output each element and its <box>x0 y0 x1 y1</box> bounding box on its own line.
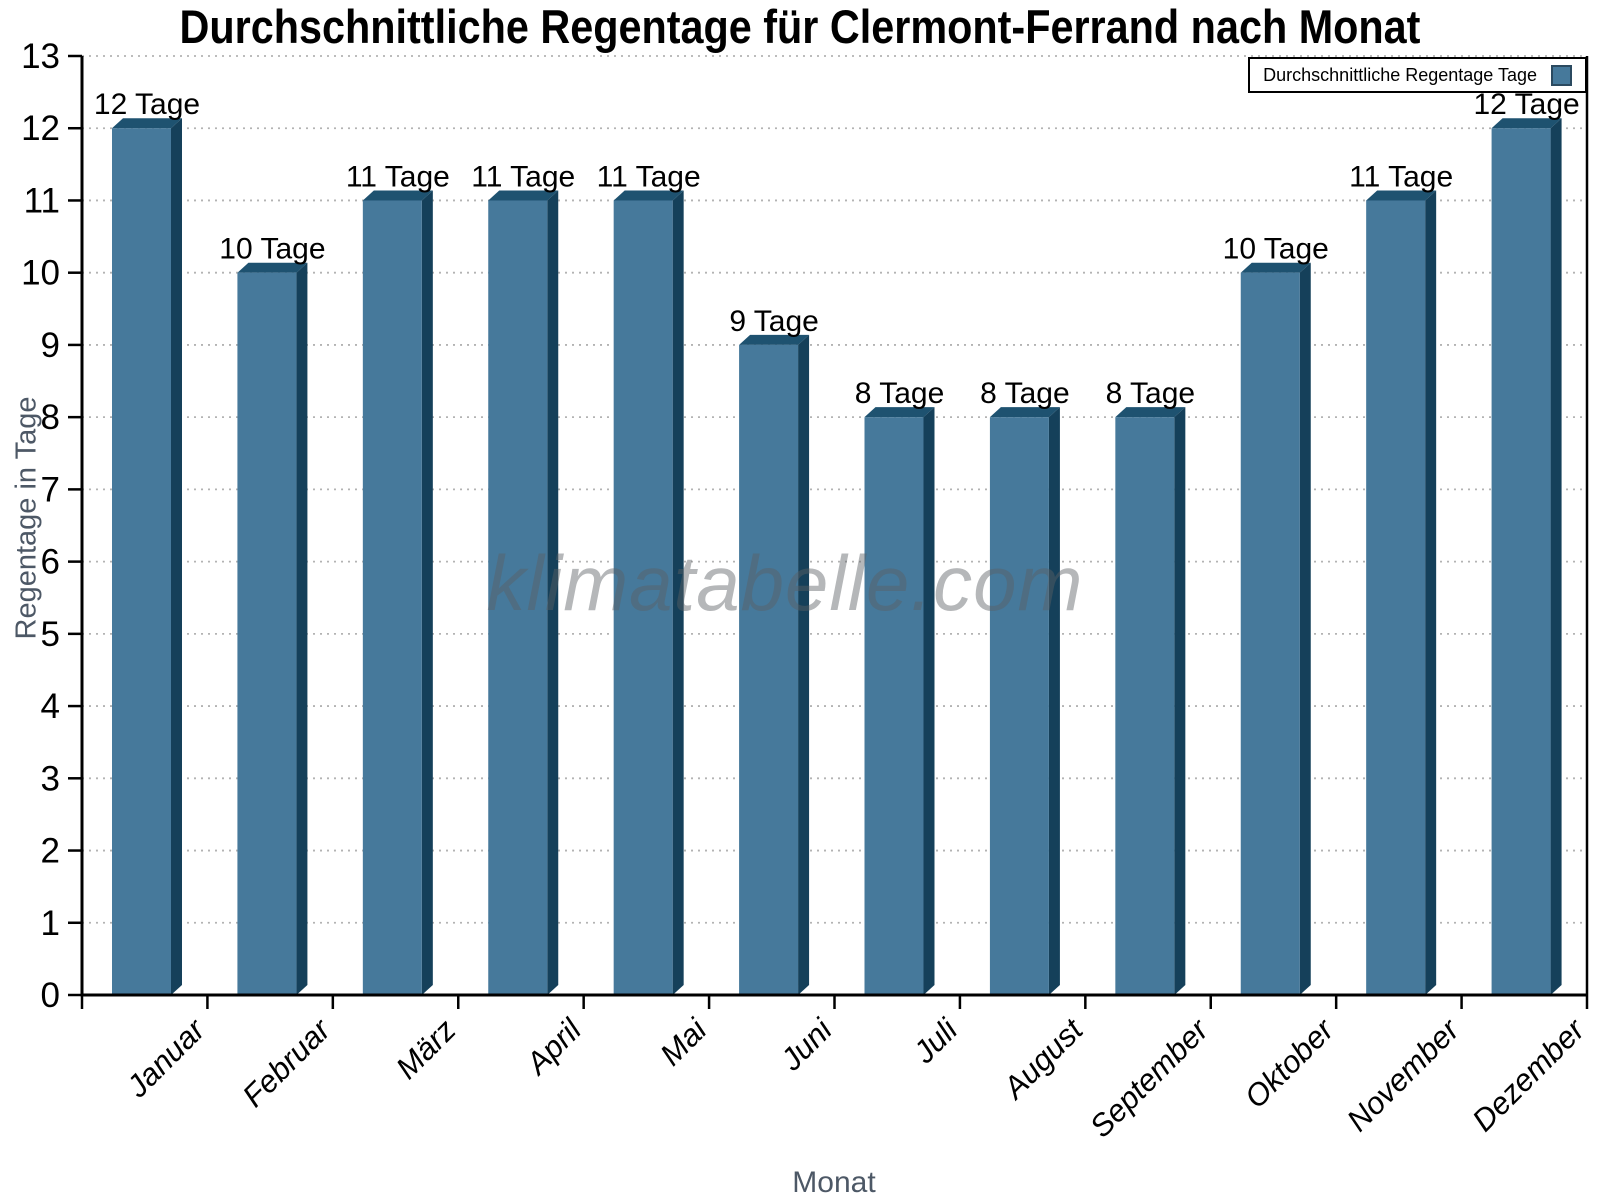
bar-dezember <box>1491 118 1562 995</box>
bar-side-face <box>1425 190 1437 995</box>
bar-november <box>1366 190 1437 995</box>
x-category-label: November <box>1340 1011 1467 1138</box>
bar-value-label: 11 Tage <box>346 160 450 193</box>
bar-front-face <box>864 417 924 996</box>
bar-value-label: 12 Tage <box>94 88 200 121</box>
x-category-label: Oktober <box>1238 1011 1342 1115</box>
bar-märz <box>362 190 433 995</box>
bar-top-face <box>1115 407 1186 418</box>
bar-value-label: 11 Tage <box>1349 160 1453 193</box>
bar-side-face <box>171 118 182 995</box>
x-category-label: September <box>1083 1011 1216 1144</box>
bar-april <box>488 190 559 995</box>
bar-side-face <box>1174 407 1186 996</box>
y-tick-label: 11 <box>24 181 60 220</box>
bar-top-face <box>989 407 1060 418</box>
bar-top-face <box>864 407 935 418</box>
y-tick-label: 2 <box>41 832 60 871</box>
y-tick-label: 4 <box>41 687 60 726</box>
bar-front-face <box>488 200 548 995</box>
x-category-label: Juli <box>906 1011 965 1070</box>
bar-value-label: 10 Tage <box>1223 233 1329 266</box>
bar-top-face <box>613 190 684 201</box>
x-category-label: August <box>995 1011 1090 1106</box>
bar-august <box>989 407 1060 996</box>
bar-top-face <box>362 190 433 201</box>
bar-value-label: 8 Tage <box>980 377 1070 410</box>
bar-front-face <box>1491 128 1551 995</box>
bar-value-label: 8 Tage <box>855 377 945 410</box>
bar-value-label: 11 Tage <box>597 160 701 193</box>
bar-front-face <box>1366 200 1426 995</box>
bar-side-face <box>296 262 308 995</box>
x-category-label: Februar <box>236 1011 339 1114</box>
bar-top-face <box>488 190 559 201</box>
bar-front-face <box>613 200 673 995</box>
bar-value-label: 8 Tage <box>1106 377 1196 410</box>
y-tick-label: 10 <box>21 254 60 293</box>
bar-februar <box>237 262 308 995</box>
bar-top-face <box>739 334 810 345</box>
bar-value-label: 11 Tage <box>471 160 575 193</box>
x-category-label: März <box>389 1012 463 1086</box>
bar-side-face <box>1550 118 1562 995</box>
x-category-label: Januar <box>119 1011 213 1105</box>
y-tick-label: 0 <box>41 976 60 1015</box>
bar-top-face <box>112 118 182 129</box>
x-category-label: Mai <box>653 1011 714 1072</box>
x-category-label: April <box>518 1011 589 1082</box>
bar-front-face <box>362 200 422 995</box>
bar-top-face <box>1366 190 1437 201</box>
bar-mai <box>613 190 684 995</box>
bar-top-face <box>237 262 308 273</box>
y-tick-label: 12 <box>21 109 60 148</box>
bar-front-face <box>989 417 1049 996</box>
bar-side-face <box>1048 407 1060 996</box>
legend-swatch-icon <box>1551 64 1572 86</box>
bar-juli <box>864 407 935 996</box>
y-tick-label: 6 <box>41 543 60 582</box>
bar-front-face <box>739 344 799 995</box>
y-axis-title: Regentage in Tage <box>10 396 43 640</box>
legend-label: Durchschnittliche Regentage Tage <box>1263 64 1537 85</box>
bar-value-label: 12 Tage <box>1473 88 1579 121</box>
bar-side-face <box>547 190 559 995</box>
y-tick-label: 1 <box>41 904 60 943</box>
x-category-label: Juni <box>773 1011 839 1077</box>
bar-front-face <box>1115 417 1175 996</box>
x-axis-title: Monat <box>792 1166 876 1199</box>
bar-juni <box>739 334 810 995</box>
y-tick-label: 9 <box>41 326 60 365</box>
bar-side-face <box>798 334 810 995</box>
y-tick-label: 7 <box>41 470 60 509</box>
chart-title: Durchschnittliche Regentage für Clermont… <box>179 0 1421 53</box>
bar-value-label: 10 Tage <box>219 233 325 266</box>
bar-september <box>1115 407 1186 996</box>
bar-januar <box>112 118 182 995</box>
bar-side-face <box>1299 262 1311 995</box>
bar-oktober <box>1240 262 1311 995</box>
bar-front-face <box>1240 272 1300 995</box>
bar-side-face <box>421 190 433 995</box>
y-tick-label: 13 <box>21 37 60 76</box>
bar-front-face <box>237 272 297 995</box>
bar-top-face <box>1491 118 1562 129</box>
legend: Durchschnittliche Regentage Tage <box>1248 57 1587 93</box>
bar-side-face <box>672 190 684 995</box>
bar-top-face <box>1240 262 1311 273</box>
y-tick-label: 3 <box>41 759 60 798</box>
y-tick-label: 5 <box>41 615 60 654</box>
x-category-label: Dezember <box>1465 1011 1592 1138</box>
bar-side-face <box>923 407 935 996</box>
bar-front-face <box>112 128 171 995</box>
bar-value-label: 9 Tage <box>729 305 819 338</box>
y-tick-label: 8 <box>41 398 60 437</box>
